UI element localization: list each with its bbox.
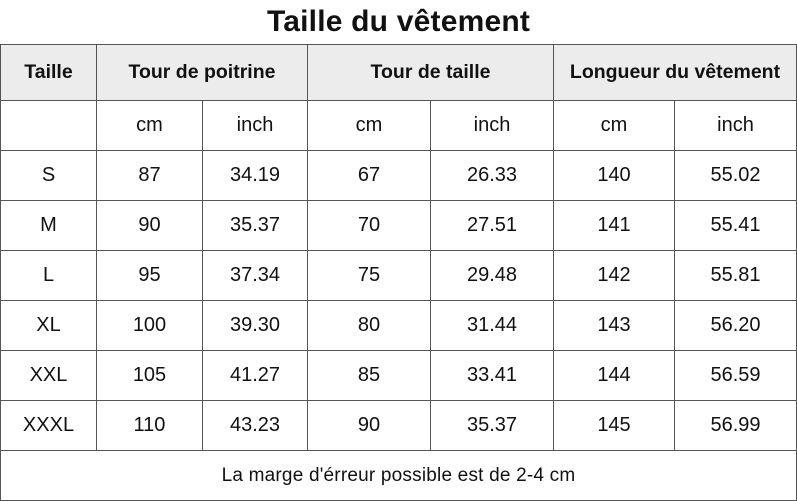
table-row: M 90 35.37 70 27.51 141 55.41 [0, 200, 797, 251]
unit-cell: cm [307, 100, 431, 151]
waist-cm-cell: 90 [307, 400, 431, 451]
length-inch-cell: 55.81 [674, 250, 797, 301]
unit-cell: inch [674, 100, 797, 151]
page-title: Taille du vêtement [266, 5, 531, 38]
waist-cm-cell: 75 [307, 250, 431, 301]
header-length: Longueur du vêtement [553, 44, 797, 101]
size-cell: M [0, 200, 97, 251]
unit-cell: cm [553, 100, 675, 151]
length-cm-cell: 141 [553, 200, 675, 251]
units-empty-cell [0, 100, 97, 151]
length-inch-cell: 56.59 [674, 350, 797, 401]
length-cm-cell: 145 [553, 400, 675, 451]
waist-inch-cell: 31.44 [430, 300, 554, 351]
waist-cm-cell: 67 [307, 150, 431, 201]
size-table: Taille Tour de poitrine Tour de taille L… [0, 44, 797, 501]
unit-cell: inch [430, 100, 554, 151]
waist-inch-cell: 29.48 [430, 250, 554, 301]
chest-inch-cell: 39.30 [202, 300, 308, 351]
unit-cell: cm [96, 100, 203, 151]
length-cm-cell: 142 [553, 250, 675, 301]
table-row: XXXL 110 43.23 90 35.37 145 56.99 [0, 400, 797, 451]
chest-cm-cell: 110 [96, 400, 203, 451]
size-cell: S [0, 150, 97, 201]
table-row: XXL 105 41.27 85 33.41 144 56.59 [0, 350, 797, 401]
chest-inch-cell: 34.19 [202, 150, 308, 201]
note-row: La marge d'érreur possible est de 2-4 cm [0, 450, 797, 501]
length-cm-cell: 143 [553, 300, 675, 351]
size-cell: XL [0, 300, 97, 351]
chest-inch-cell: 37.34 [202, 250, 308, 301]
waist-cm-cell: 80 [307, 300, 431, 351]
size-cell: L [0, 250, 97, 301]
chest-cm-cell: 95 [96, 250, 203, 301]
table-row: L 95 37.34 75 29.48 142 55.81 [0, 250, 797, 301]
error-margin-note: La marge d'érreur possible est de 2-4 cm [0, 450, 797, 501]
length-cm-cell: 140 [553, 150, 675, 201]
table-row: XL 100 39.30 80 31.44 143 56.20 [0, 300, 797, 351]
chest-inch-cell: 41.27 [202, 350, 308, 401]
table-row: S 87 34.19 67 26.33 140 55.02 [0, 150, 797, 201]
chest-inch-cell: 43.23 [202, 400, 308, 451]
waist-inch-cell: 33.41 [430, 350, 554, 401]
size-cell: XXL [0, 350, 97, 401]
header-chest: Tour de poitrine [96, 44, 308, 101]
chest-cm-cell: 100 [96, 300, 203, 351]
units-row: cm inch cm inch cm inch [0, 100, 797, 151]
length-inch-cell: 55.02 [674, 150, 797, 201]
header-size: Taille [0, 44, 97, 101]
waist-inch-cell: 35.37 [430, 400, 554, 451]
length-inch-cell: 56.20 [674, 300, 797, 351]
length-cm-cell: 144 [553, 350, 675, 401]
waist-cm-cell: 85 [307, 350, 431, 401]
waist-cm-cell: 70 [307, 200, 431, 251]
table-header-row: Taille Tour de poitrine Tour de taille L… [0, 44, 797, 101]
chest-cm-cell: 105 [96, 350, 203, 401]
length-inch-cell: 55.41 [674, 200, 797, 251]
waist-inch-cell: 27.51 [430, 200, 554, 251]
waist-inch-cell: 26.33 [430, 150, 554, 201]
chest-inch-cell: 35.37 [202, 200, 308, 251]
chest-cm-cell: 90 [96, 200, 203, 251]
header-waist: Tour de taille [307, 44, 554, 101]
size-cell: XXXL [0, 400, 97, 451]
unit-cell: inch [202, 100, 308, 151]
chest-cm-cell: 87 [96, 150, 203, 201]
length-inch-cell: 56.99 [674, 400, 797, 451]
